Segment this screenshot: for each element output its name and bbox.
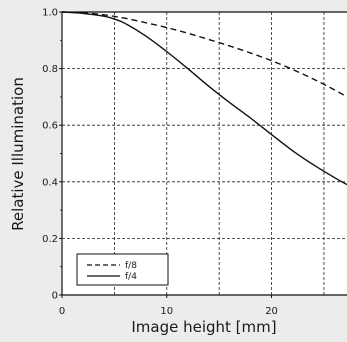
tick-labels: 0 10 20 0 0.2 0.4 0.6 0.8 1.0: [42, 8, 278, 318]
x-axis-title: Image height [mm]: [131, 318, 276, 336]
grid-lines: [62, 12, 347, 295]
y-tick-label: 0.6: [42, 121, 58, 132]
legend-box: [76, 253, 169, 286]
series-line-f4: [61, 11, 347, 186]
y-axis-title: Relative Illumination: [9, 77, 27, 231]
x-tick-label: 20: [265, 306, 278, 317]
x-tick-label: 0: [59, 306, 65, 317]
series-line-f8: [61, 11, 347, 98]
plot-area-background: [62, 12, 347, 295]
y-tick-label: 0.4: [42, 177, 58, 188]
series-lines: [61, 11, 347, 186]
x-tick-label: 10: [160, 306, 173, 317]
y-tick-label: 1.0: [42, 8, 58, 19]
y-tick-label: 0.8: [42, 64, 58, 75]
y-tick-label: 0.2: [42, 234, 58, 245]
y-tick-label: 0: [52, 291, 58, 302]
legend: f/8 f/4: [76, 253, 169, 286]
legend-label-f4: f/4: [125, 272, 137, 282]
legend-label-f8: f/8: [125, 261, 137, 271]
